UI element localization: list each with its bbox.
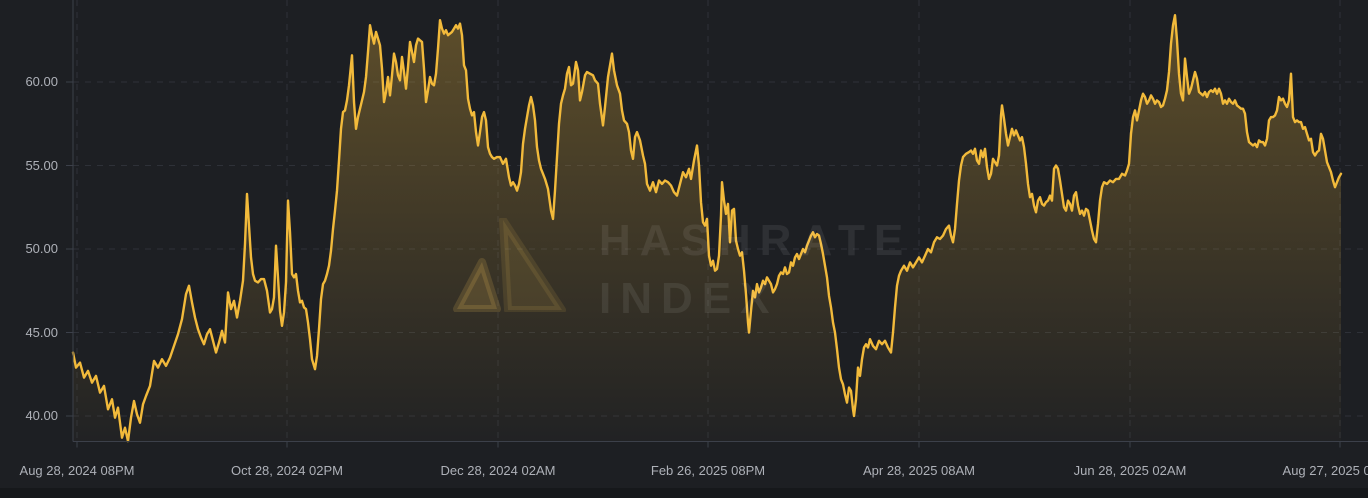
y-tick-label: 55.00 bbox=[25, 157, 58, 173]
x-tick-label: Aug 27, 2025 08PM bbox=[1282, 463, 1368, 478]
price-line bbox=[71, 14, 1343, 443]
x-tick-label: Feb 26, 2025 08PM bbox=[650, 463, 766, 478]
y-tick-label: 50.00 bbox=[25, 241, 58, 256]
bottom-strip bbox=[0, 488, 1368, 498]
x-tick-label: Dec 28, 2024 02AM bbox=[440, 463, 556, 478]
axes bbox=[66, 0, 1368, 448]
x-tick-label: Oct 28, 2024 02PM bbox=[230, 463, 343, 478]
x-tick-label: Apr 28, 2025 08AM bbox=[862, 463, 976, 478]
y-tick-label: 45.00 bbox=[25, 324, 58, 340]
y-tick-label: 40.00 bbox=[25, 408, 58, 423]
x-tick-label: Aug 28, 2024 08PM bbox=[19, 463, 135, 478]
y-tick-label: 60.00 bbox=[25, 74, 58, 89]
x-tick-label: Jun 28, 2025 02AM bbox=[1073, 463, 1187, 478]
